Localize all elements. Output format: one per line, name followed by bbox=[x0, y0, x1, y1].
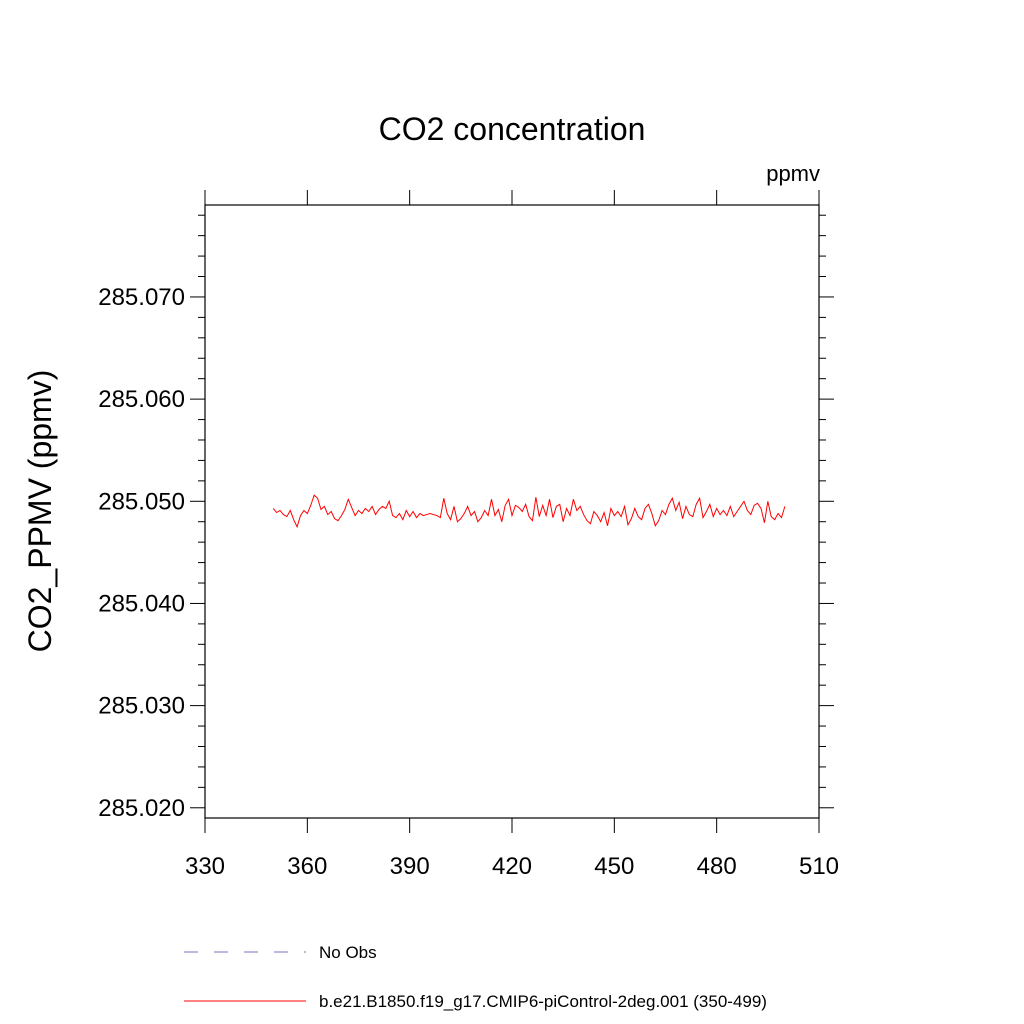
series-line bbox=[272, 494, 786, 529]
legend: No Obs b.e21.B1850.f19_g17.CMIP6-piContr… bbox=[184, 943, 767, 1011]
plot-frame bbox=[204, 204, 820, 819]
y-tick-label: 285.060 bbox=[98, 386, 185, 413]
y-axis-label: CO2_PPMV (ppmv) bbox=[22, 370, 58, 653]
y-tick-label: 285.050 bbox=[98, 488, 185, 515]
x-tick-label: 450 bbox=[594, 853, 634, 880]
x-tick-label: 360 bbox=[287, 853, 327, 880]
x-tick-label: 480 bbox=[697, 853, 737, 880]
units-label: ppmv bbox=[766, 161, 820, 186]
y-tick-label: 285.030 bbox=[98, 693, 185, 720]
y-tick-label: 285.040 bbox=[98, 590, 185, 617]
x-tick-label: 420 bbox=[492, 853, 532, 880]
x-tick-label: 510 bbox=[799, 853, 839, 880]
chart-title: CO2 concentration bbox=[379, 111, 646, 147]
y-tick-label: 285.020 bbox=[98, 795, 185, 822]
legend-label-model: b.e21.B1850.f19_g17.CMIP6-piControl-2deg… bbox=[319, 992, 767, 1011]
tick-labels: 330 360 390 420 450 480 510 285.020 285.030 285.0… bbox=[98, 284, 839, 880]
x-tick-label: 390 bbox=[390, 853, 430, 880]
legend-label-no-obs: No Obs bbox=[319, 943, 377, 962]
axis-ticks bbox=[190, 190, 834, 833]
y-tick-label: 285.070 bbox=[98, 284, 185, 311]
series-layer bbox=[272, 494, 786, 529]
x-tick-label: 330 bbox=[185, 853, 225, 880]
